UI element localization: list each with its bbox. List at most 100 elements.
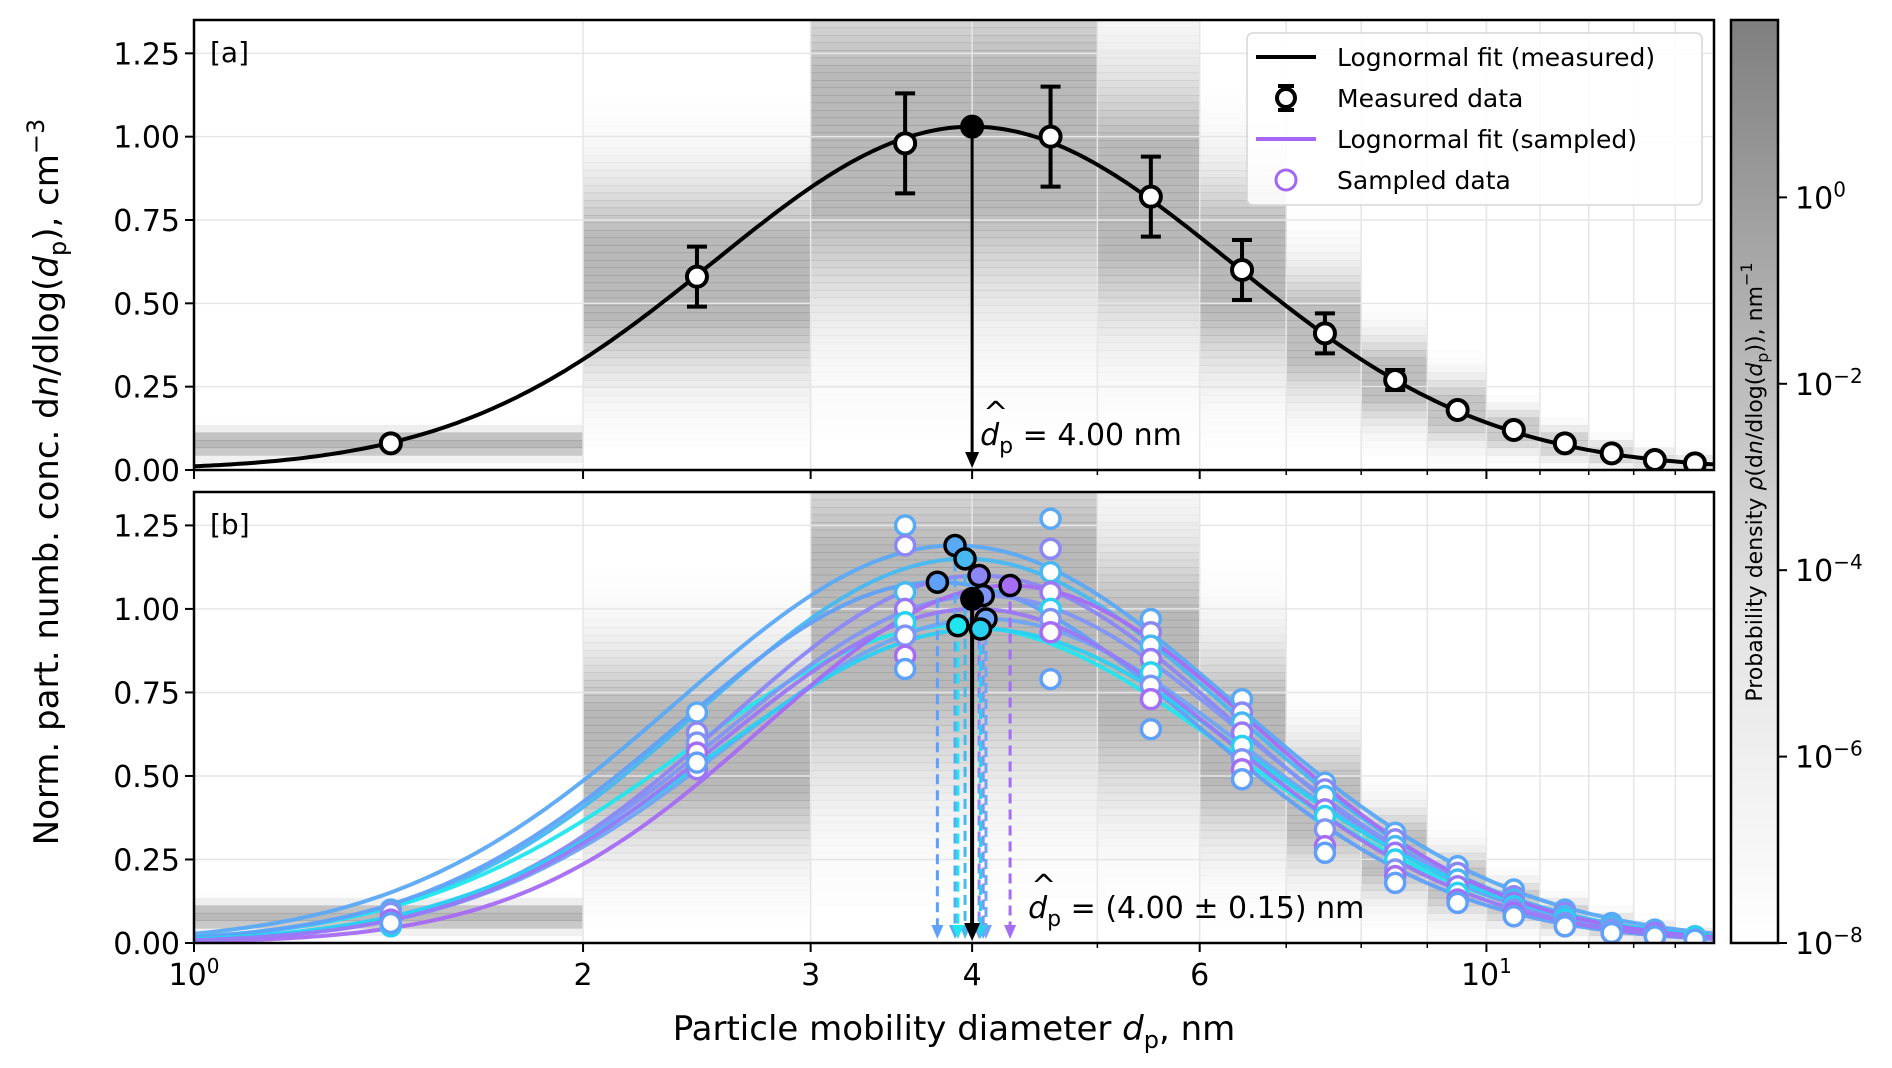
density-cell — [810, 237, 973, 246]
sampled-peak-arrowhead — [1004, 925, 1017, 939]
density-cell — [972, 155, 1098, 164]
density-cell — [1486, 868, 1539, 876]
density-cell — [1199, 672, 1287, 681]
density-cell — [1199, 177, 1287, 186]
density-cell — [583, 882, 811, 891]
density-cell — [810, 20, 973, 29]
density-cell — [583, 372, 811, 381]
colorbar-tick-label: 10−8 — [1795, 923, 1863, 962]
density-cell — [583, 657, 811, 666]
sampled-point — [1039, 560, 1062, 584]
density-cell — [1361, 432, 1428, 441]
density-cell — [1097, 357, 1200, 366]
density-cell — [810, 559, 973, 568]
y-ticks-b: 0.00 0.25 0.50 0.75 1.00 1.25 — [113, 509, 194, 962]
density-cell — [1097, 42, 1200, 51]
density-cell — [810, 335, 973, 344]
density-cell — [1097, 170, 1200, 179]
density-cell — [1097, 777, 1200, 786]
density-cell — [810, 740, 973, 749]
density-cell — [1097, 852, 1200, 861]
density-cell — [810, 72, 973, 81]
density-cell — [810, 627, 973, 636]
density-cell — [1199, 155, 1287, 164]
measured-point — [1383, 368, 1408, 392]
density-cell — [1097, 95, 1200, 104]
density-cell — [1097, 574, 1200, 583]
density-cell — [972, 275, 1098, 284]
density-cell — [1539, 455, 1589, 464]
density-cell — [810, 305, 973, 314]
density-cell — [972, 342, 1098, 351]
density-cell — [972, 27, 1098, 36]
density-cell — [810, 537, 973, 546]
density-cell — [1361, 815, 1428, 824]
y-tick-label: 1.25 — [113, 509, 180, 544]
density-cell — [583, 230, 811, 239]
density-cell — [1097, 350, 1200, 359]
density-cell — [1097, 267, 1200, 276]
density-cell — [1097, 815, 1200, 824]
density-cell — [972, 740, 1098, 749]
density-cell — [810, 207, 973, 216]
colorbar-tick-label: 10−4 — [1795, 550, 1863, 589]
measured-point — [1445, 398, 1470, 422]
sampled-point — [379, 911, 403, 935]
measured-points — [378, 84, 1707, 470]
density-cell — [972, 192, 1098, 201]
density-cell — [583, 433, 811, 441]
density-cell — [1286, 282, 1362, 291]
density-cell — [810, 574, 973, 583]
density-cell — [1199, 170, 1287, 179]
density-cell — [972, 649, 1098, 658]
density-cell — [1199, 597, 1287, 606]
density-cell — [1427, 365, 1487, 374]
density-cell — [810, 95, 973, 104]
density-cell — [1097, 35, 1200, 44]
density-cell — [1286, 740, 1362, 749]
density-cell — [810, 87, 973, 96]
density-cell — [810, 117, 973, 126]
density-cell — [810, 687, 973, 696]
density-cell — [810, 717, 973, 726]
density-cell — [1097, 147, 1200, 156]
density-cell — [1097, 492, 1200, 501]
density-cell — [1286, 417, 1362, 426]
density-cell — [1199, 664, 1287, 673]
density-cell — [583, 619, 811, 628]
measured-point — [1642, 448, 1667, 470]
density-cell — [810, 800, 973, 809]
density-cell — [1097, 830, 1200, 839]
measured-point — [1230, 258, 1255, 282]
density-cell — [972, 589, 1098, 598]
density-cell — [810, 290, 973, 299]
density-cell — [1199, 365, 1287, 374]
density-cell — [810, 725, 973, 734]
density-cell — [583, 147, 811, 156]
density-cell — [972, 785, 1098, 794]
grid-a — [194, 20, 1714, 470]
density-cell — [1361, 897, 1428, 907]
density-cell — [1097, 883, 1199, 891]
density-cell — [810, 815, 973, 824]
density-cell — [1097, 207, 1200, 216]
density-cell — [972, 725, 1098, 734]
density-cell — [1200, 433, 1287, 441]
density-cell — [1200, 575, 1287, 583]
density-cell — [810, 544, 973, 553]
peak-point — [960, 114, 985, 139]
density-cell — [1097, 582, 1200, 591]
peak-point — [960, 586, 985, 611]
density-cell — [972, 95, 1098, 104]
sampled-points — [379, 507, 1707, 943]
density-cell — [1097, 552, 1200, 561]
density-cell — [972, 657, 1098, 666]
density-cell — [583, 642, 811, 651]
density-cell — [972, 552, 1098, 561]
density-cell — [583, 335, 811, 344]
density-cell — [1200, 410, 1287, 418]
density-cell — [811, 403, 972, 411]
density-cell — [1361, 357, 1428, 366]
density-cell — [1097, 589, 1200, 598]
legend-frame — [1246, 32, 1703, 206]
